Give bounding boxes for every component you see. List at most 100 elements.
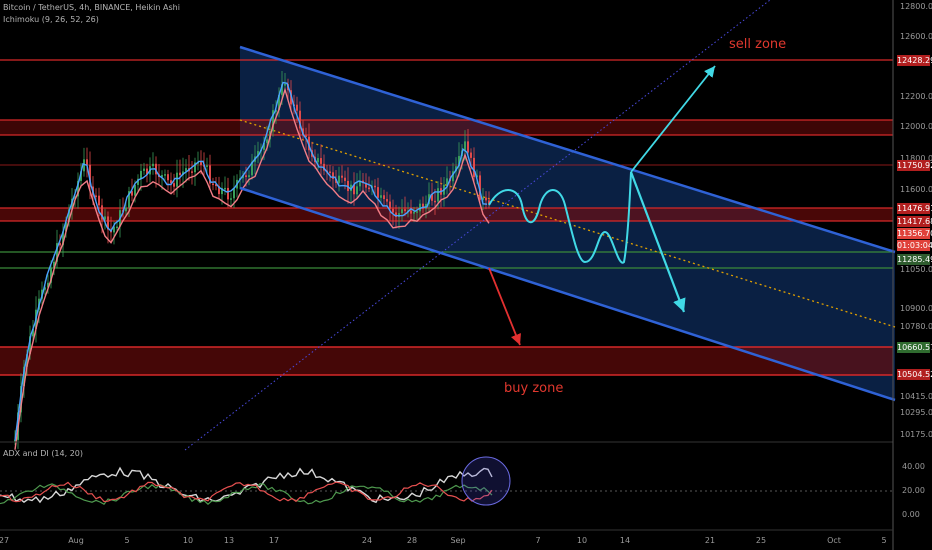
candle-body [473, 157, 475, 178]
adx-tick: 20.00 [902, 486, 925, 495]
candle-body [98, 195, 100, 206]
buy-zone-label: buy zone [504, 381, 564, 396]
candle-body [452, 171, 454, 182]
adx-line [0, 466, 493, 504]
time-tick: 7 [535, 536, 541, 545]
projection-up-arrow [630, 65, 716, 173]
candle-body [458, 156, 460, 167]
candle-body [212, 183, 214, 186]
candle-body [437, 188, 439, 202]
candle-body [284, 84, 286, 86]
candle-body [164, 174, 166, 176]
price-levels [0, 59, 893, 376]
candle-body [233, 188, 235, 199]
candle-body [218, 186, 220, 195]
price-box: 10504.52 [897, 369, 932, 380]
candle-body [245, 175, 247, 178]
candle-body [221, 188, 223, 195]
time-tick: 14 [619, 536, 631, 545]
candle-body [143, 168, 145, 171]
candle-body [299, 110, 301, 129]
candle-body [368, 187, 370, 190]
candle-body [80, 171, 82, 181]
candle-body [65, 222, 67, 232]
price-box: 10660.57 [897, 342, 932, 353]
candle-body [251, 161, 253, 176]
candle-body [209, 165, 211, 184]
price-tick: 12600.00 [900, 32, 932, 41]
candle-body [332, 172, 334, 179]
price-tick: 10175.00 [900, 430, 932, 439]
candle-body [173, 183, 175, 187]
candle-body [32, 328, 34, 337]
candle-body [50, 267, 52, 283]
candle-body [131, 191, 133, 196]
candle-body [482, 197, 484, 200]
channel-upper-line [239, 45, 896, 254]
candle-body [485, 197, 487, 201]
price-tick: 11050.00 [900, 265, 932, 274]
candle-body [227, 187, 229, 200]
time-tick: 10 [576, 536, 588, 545]
candle-body [401, 209, 403, 214]
candle-body [479, 175, 481, 200]
time-tick: 13 [223, 536, 235, 545]
candle-body [281, 84, 283, 95]
candle-body [176, 172, 178, 187]
candle-body [167, 174, 169, 181]
candle-body [116, 226, 118, 229]
price-box: 11417.68 [897, 216, 932, 227]
candle-body [419, 203, 421, 212]
breakdown-arrow [488, 267, 521, 346]
candle-body [194, 162, 196, 173]
di-plus-line [0, 481, 493, 503]
ichimoku-tenkan-line [14, 81, 488, 441]
candle-body [206, 165, 208, 167]
price-tick: 10780.00 [900, 322, 932, 331]
candle-body [320, 158, 322, 164]
candle-body [101, 205, 103, 220]
candle-body [488, 200, 490, 205]
candle-body [137, 178, 139, 185]
candle-body [446, 178, 448, 185]
time-tick: Aug [68, 536, 84, 545]
candle-body [365, 183, 367, 188]
candle-body [104, 216, 106, 220]
price-box: 12428.29 [897, 55, 932, 66]
candle-body [224, 187, 226, 190]
time-tick: 28 [406, 536, 418, 545]
candle-body [146, 168, 148, 175]
candle-body [59, 243, 61, 246]
candle-body [272, 110, 274, 132]
candle-body [317, 158, 319, 163]
candle-body [83, 159, 85, 172]
adx-tick: 0.00 [902, 510, 920, 519]
candle-body [248, 175, 250, 178]
candle-body [395, 212, 397, 218]
candle-body [416, 211, 418, 213]
candle-body [422, 203, 424, 209]
candle-body [125, 207, 127, 212]
channel-lower-line [239, 186, 896, 402]
candle-body [263, 142, 265, 150]
candle-body [338, 175, 340, 183]
candle-body [359, 180, 361, 187]
candle-body [89, 164, 91, 187]
candle-body [383, 195, 385, 200]
ichimoku-kijun-line [14, 87, 490, 450]
price-tick: 12800.00 [900, 2, 932, 11]
adx-legend: ADX and DI (14, 20) [3, 449, 83, 458]
candle-body [26, 354, 28, 367]
adx-highlight-circle [461, 456, 511, 506]
price-tick: 10900.00 [900, 304, 932, 313]
candle-body [68, 209, 70, 223]
di-minus-line [0, 483, 493, 505]
candle-body [323, 163, 325, 171]
candle-body [134, 184, 136, 196]
candle-body [77, 180, 79, 197]
adx-panel [0, 456, 893, 506]
sell-zone-label: sell zone [729, 37, 787, 52]
candle-body [278, 94, 280, 111]
candle-body [200, 162, 202, 166]
